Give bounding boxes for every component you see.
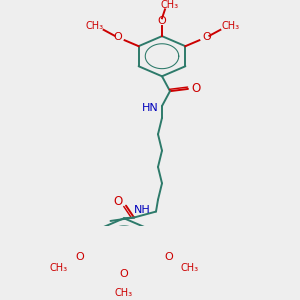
Text: O: O xyxy=(113,32,122,42)
Text: CH₃: CH₃ xyxy=(161,0,179,10)
Text: O: O xyxy=(158,16,166,26)
Text: O: O xyxy=(191,82,201,95)
Text: CH₃: CH₃ xyxy=(85,21,104,31)
Text: HN: HN xyxy=(142,103,158,113)
Text: CH₃: CH₃ xyxy=(180,263,198,273)
Text: O: O xyxy=(164,252,173,262)
Text: O: O xyxy=(75,252,84,262)
Text: O: O xyxy=(202,32,211,42)
Text: CH₃: CH₃ xyxy=(221,21,239,31)
Text: CH₃: CH₃ xyxy=(50,263,68,273)
Text: NH: NH xyxy=(134,205,150,215)
Text: CH₃: CH₃ xyxy=(115,288,133,298)
Text: O: O xyxy=(113,195,123,208)
Text: O: O xyxy=(120,269,128,279)
